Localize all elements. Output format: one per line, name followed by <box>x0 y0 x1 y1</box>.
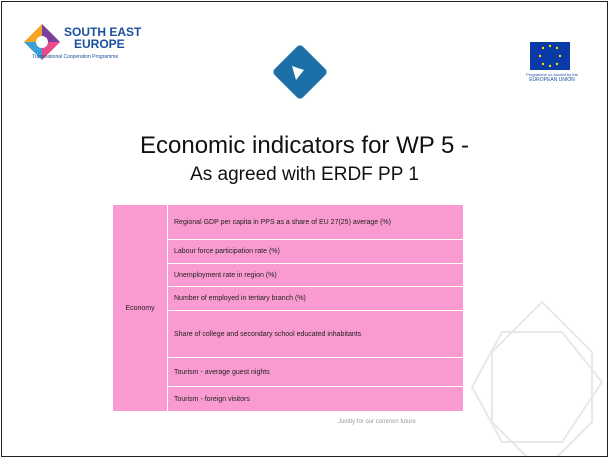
eu-line: EUROPEAN UNION <box>529 77 575 83</box>
table-row: Labour force participation rate (%) <box>113 239 464 264</box>
indicator-cell: Labour force participation rate (%) <box>167 239 464 264</box>
indicator-cell: Unemployment rate in region (%) <box>167 263 464 287</box>
indicator-cell: Regional GDP per capita in PPS as a shar… <box>167 204 464 240</box>
table-row: Share of college and secondary school ed… <box>113 310 464 358</box>
logo-line: EUROPE <box>74 37 125 51</box>
indicator-cell: Share of college and secondary school ed… <box>167 310 464 358</box>
logo-line: SOUTH EAST <box>64 25 142 39</box>
eu-line: Programme co-funded by the <box>526 72 578 77</box>
table-body: Economy Regional GDP per capita in PPS as… <box>112 204 464 412</box>
decoration <box>24 24 604 456</box>
logo-tagline: Transnational Cooperation Programme <box>32 54 119 60</box>
table-row: Tourism - average guest nights <box>113 357 464 387</box>
indicator-cell: Tourism - foreign visitors <box>167 386 464 412</box>
logo-text: SOUTH EAST EUROPE <box>64 26 141 50</box>
group-cell: Economy <box>112 204 168 412</box>
table-row: Economy Regional GDP per capita in PPS as… <box>112 204 464 412</box>
table-row: Unemployment rate in region (%) <box>113 263 464 287</box>
table: Economy Regional GDP per capita in PPS as… <box>112 204 464 412</box>
title: Economic indicators for WP 5 - <box>139 132 469 159</box>
table-row: Number of employed in tertiary branch (%… <box>113 286 464 311</box>
footer: Jointly for our common future <box>338 419 416 425</box>
subtitle: As agreed with ERDF PP 1 <box>190 164 419 185</box>
indicator-cell: Number of employed in tertiary branch (%… <box>167 286 464 311</box>
eu-text: Programme co-funded by the EUROPEAN UNIO… <box>526 72 578 83</box>
table-row: Tourism - foreign visitors <box>113 386 464 412</box>
indicator-cell: Tourism - average guest nights <box>167 357 464 387</box>
